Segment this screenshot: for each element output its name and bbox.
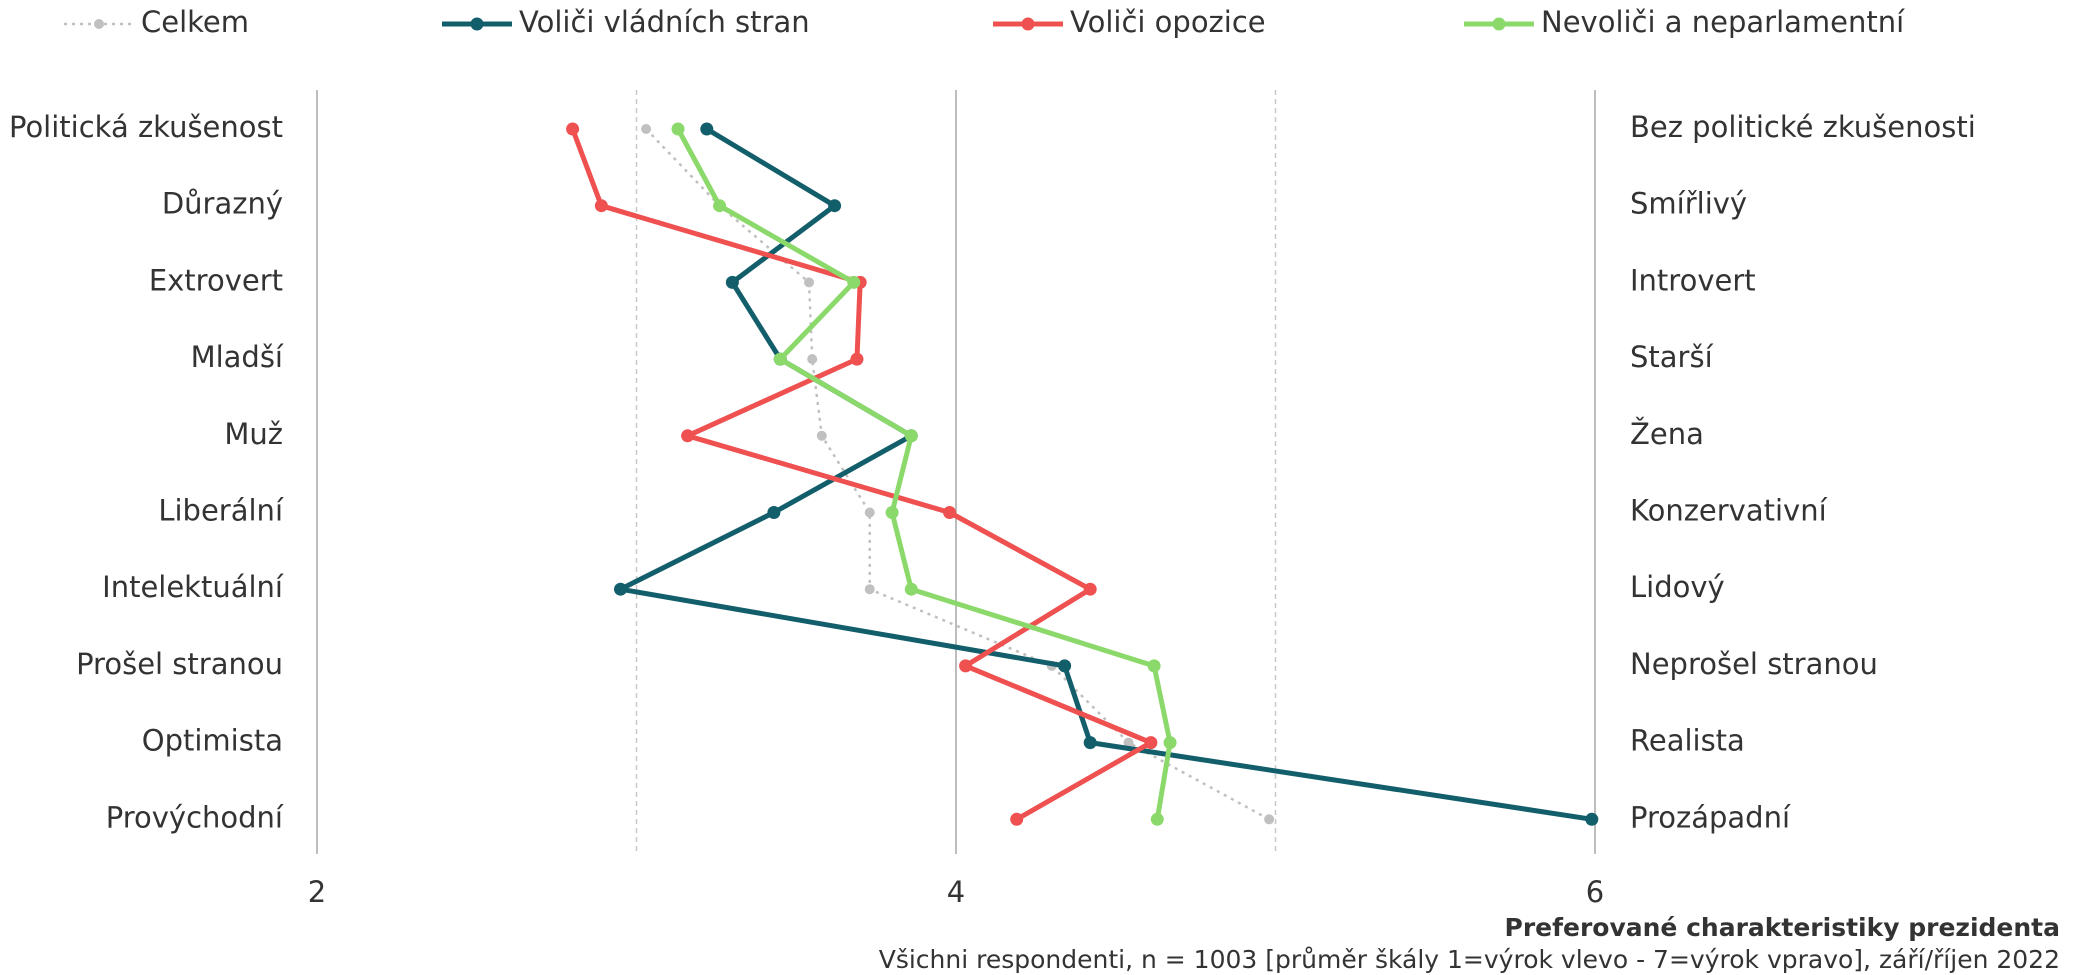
chart-subtitle: Všichni respondenti, n = 1003 [průměr šk… [879,945,2060,974]
legend-label: Celkem [141,5,249,39]
legend-label: Nevoliči a neparlamentní [1541,5,1905,39]
point [850,352,864,366]
point [904,429,918,443]
right-label: Lidový [1630,570,1725,604]
point [1585,812,1599,826]
left-label: Prošel stranou [76,647,283,681]
point [943,506,957,519]
point [614,582,628,596]
left-label: Liberální [158,494,284,528]
left-label: Mladší [191,340,284,374]
point [904,582,918,596]
point [959,659,973,673]
series-line [675,127,1173,820]
point [847,275,861,289]
legend-marker [1492,17,1506,31]
right-label: Neprošel stranou [1630,647,1878,681]
right-label: Smířlivý [1630,187,1747,221]
legend-marker [470,17,484,31]
right-label: Realista [1630,724,1745,758]
point [1147,659,1161,673]
point [804,277,815,288]
point [566,122,580,136]
point [1010,812,1024,826]
series-line [645,128,1270,821]
point [864,584,875,595]
left-label: Extrovert [149,263,283,297]
point [1058,659,1072,673]
point [1163,736,1177,750]
chart-title: Preferované charakteristiky prezidenta [1505,913,2060,942]
point [885,506,899,519]
series-line [570,128,1154,822]
point [807,354,818,365]
left-label: Optimista [142,724,283,758]
left-label: Politická zkušenost [9,110,283,144]
point [1123,737,1134,748]
point [816,430,827,441]
point [1083,582,1097,596]
x-tick-label: 4 [947,875,965,909]
point [594,199,608,213]
point [1264,814,1275,825]
legend-label: Voliči opozice [1070,5,1266,39]
right-label: Bez politické zkušenosti [1630,110,1976,144]
point [1150,812,1164,826]
x-tick-label: 6 [1586,875,1604,909]
left-label: Muž [224,417,283,451]
right-label: Introvert [1630,263,1756,297]
point [700,122,714,136]
point [1083,736,1097,750]
right-label: Starší [1630,340,1714,374]
legend-marker [94,19,104,29]
point [767,506,781,519]
point [828,199,842,213]
left-label: Intelektuální [102,570,284,604]
right-label: Prozápadní [1630,800,1791,834]
point [725,275,739,289]
point [773,352,787,366]
point [713,199,727,213]
x-tick-label: 2 [308,875,326,909]
right-label: Konzervativní [1630,494,1828,528]
legend-label: Voliči vládních stran [519,5,810,39]
legend-marker [1021,17,1035,31]
point [864,507,875,518]
left-label: Provýchodní [106,800,284,834]
right-label: Žena [1630,417,1704,451]
point [641,124,652,134]
point [671,122,685,136]
point [681,429,695,443]
point [1144,736,1158,750]
left-label: Důrazný [162,187,283,221]
